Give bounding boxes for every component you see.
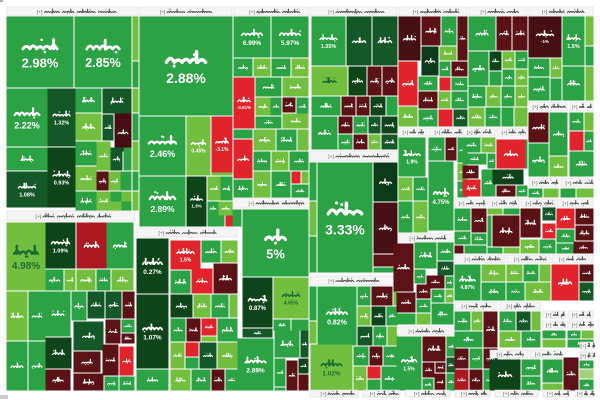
svg-text:[+]: [+] bbox=[462, 304, 467, 310]
svg-text:1.5%: 1.5% bbox=[403, 366, 415, 372]
svg-text:[+]: [+] bbox=[435, 130, 440, 136]
svg-text:1.07%: 1.07% bbox=[143, 335, 162, 342]
svg-text:[+]: [+] bbox=[249, 201, 254, 207]
svg-text:1.3%: 1.3% bbox=[191, 203, 201, 208]
svg-text:[+]: [+] bbox=[563, 201, 568, 207]
svg-text:[+]: [+] bbox=[37, 10, 42, 16]
svg-text:[+]: [+] bbox=[413, 10, 418, 16]
svg-text:0.27%: 0.27% bbox=[143, 269, 162, 276]
svg-text:4.75%: 4.75% bbox=[432, 200, 450, 206]
svg-text:1.5%: 1.5% bbox=[180, 258, 192, 264]
svg-text:2.85%: 2.85% bbox=[85, 56, 120, 70]
svg-text:[+]: [+] bbox=[546, 313, 551, 319]
svg-text:[+]: [+] bbox=[409, 236, 414, 242]
svg-text:1.32%: 1.32% bbox=[54, 120, 70, 126]
svg-text:1.5%: 1.5% bbox=[567, 44, 580, 50]
svg-text:2.46%: 2.46% bbox=[150, 149, 176, 159]
svg-text:[+]: [+] bbox=[249, 10, 254, 16]
svg-text:[+]: [+] bbox=[547, 392, 552, 398]
svg-text:[+]: [+] bbox=[572, 105, 577, 111]
svg-text:2.98%: 2.98% bbox=[22, 55, 59, 70]
svg-text:[+]: [+] bbox=[328, 10, 333, 16]
svg-text:[+]: [+] bbox=[36, 214, 41, 220]
svg-text:[+]: [+] bbox=[408, 329, 413, 335]
svg-text:[+]: [+] bbox=[467, 130, 472, 136]
svg-text:-3.1%: -3.1% bbox=[215, 147, 229, 153]
svg-text:2.22%: 2.22% bbox=[14, 120, 40, 130]
svg-text:4.98%: 4.98% bbox=[12, 261, 40, 272]
svg-text:[+]: [+] bbox=[403, 130, 408, 136]
svg-text:[+]: [+] bbox=[542, 10, 547, 16]
svg-text:2.89%: 2.89% bbox=[246, 368, 265, 375]
svg-text:-1%: -1% bbox=[541, 39, 549, 44]
svg-text:[+]: [+] bbox=[321, 392, 326, 398]
svg-text:1.02%: 1.02% bbox=[322, 371, 341, 378]
svg-text:[+]: [+] bbox=[572, 313, 577, 319]
svg-text:[+]: [+] bbox=[465, 257, 470, 263]
svg-text:4.87%: 4.87% bbox=[460, 285, 475, 291]
svg-text:[+]: [+] bbox=[459, 201, 464, 207]
svg-text:[+]: [+] bbox=[160, 10, 165, 16]
svg-text:3.33%: 3.33% bbox=[325, 221, 365, 237]
svg-text:[+]: [+] bbox=[497, 352, 502, 358]
svg-text:[+]: [+] bbox=[159, 231, 164, 237]
svg-text:[+]: [+] bbox=[559, 257, 564, 263]
svg-text:5%: 5% bbox=[266, 247, 285, 262]
svg-text:[+]: [+] bbox=[572, 323, 577, 329]
svg-text:[+]: [+] bbox=[533, 105, 538, 111]
svg-text:0.45%: 0.45% bbox=[191, 149, 206, 155]
svg-text:1.35%: 1.35% bbox=[321, 44, 337, 50]
svg-text:[+]: [+] bbox=[507, 304, 512, 310]
svg-text:0.87%: 0.87% bbox=[249, 306, 267, 312]
svg-text:[+]: [+] bbox=[546, 323, 551, 329]
svg-text:-3.61%: -3.61% bbox=[237, 105, 251, 110]
svg-text:5.97%: 5.97% bbox=[281, 40, 300, 47]
svg-text:[+]: [+] bbox=[577, 392, 582, 398]
svg-text:[+]: [+] bbox=[514, 257, 519, 263]
svg-text:1.09%: 1.09% bbox=[53, 249, 69, 255]
svg-text:[+]: [+] bbox=[503, 392, 508, 398]
svg-text:[+]: [+] bbox=[414, 392, 419, 398]
svg-text:[+]: [+] bbox=[532, 181, 537, 187]
svg-text:[+]: [+] bbox=[566, 181, 571, 187]
svg-text:4.65%: 4.65% bbox=[284, 301, 299, 307]
svg-text:[+]: [+] bbox=[328, 279, 333, 285]
svg-text:[+]: [+] bbox=[581, 354, 586, 360]
svg-text:1.08%: 1.08% bbox=[19, 192, 35, 198]
svg-text:2.88%: 2.88% bbox=[166, 70, 206, 86]
svg-text:[+]: [+] bbox=[480, 10, 485, 16]
svg-text:[+]: [+] bbox=[502, 130, 507, 136]
svg-text:[+]: [+] bbox=[492, 201, 497, 207]
svg-text:1.9%: 1.9% bbox=[406, 160, 418, 166]
svg-text:[+]: [+] bbox=[370, 392, 375, 398]
svg-text:[+]: [+] bbox=[526, 201, 531, 207]
svg-text:0.82%: 0.82% bbox=[327, 320, 348, 327]
svg-text:[+]: [+] bbox=[535, 352, 540, 358]
svg-text:2.89%: 2.89% bbox=[150, 204, 175, 214]
svg-text:[+]: [+] bbox=[461, 392, 466, 398]
svg-text:6.99%: 6.99% bbox=[243, 40, 262, 47]
svg-text:[+]: [+] bbox=[581, 344, 586, 350]
svg-text:0.93%: 0.93% bbox=[54, 180, 70, 186]
svg-text:[+]: [+] bbox=[328, 154, 333, 160]
